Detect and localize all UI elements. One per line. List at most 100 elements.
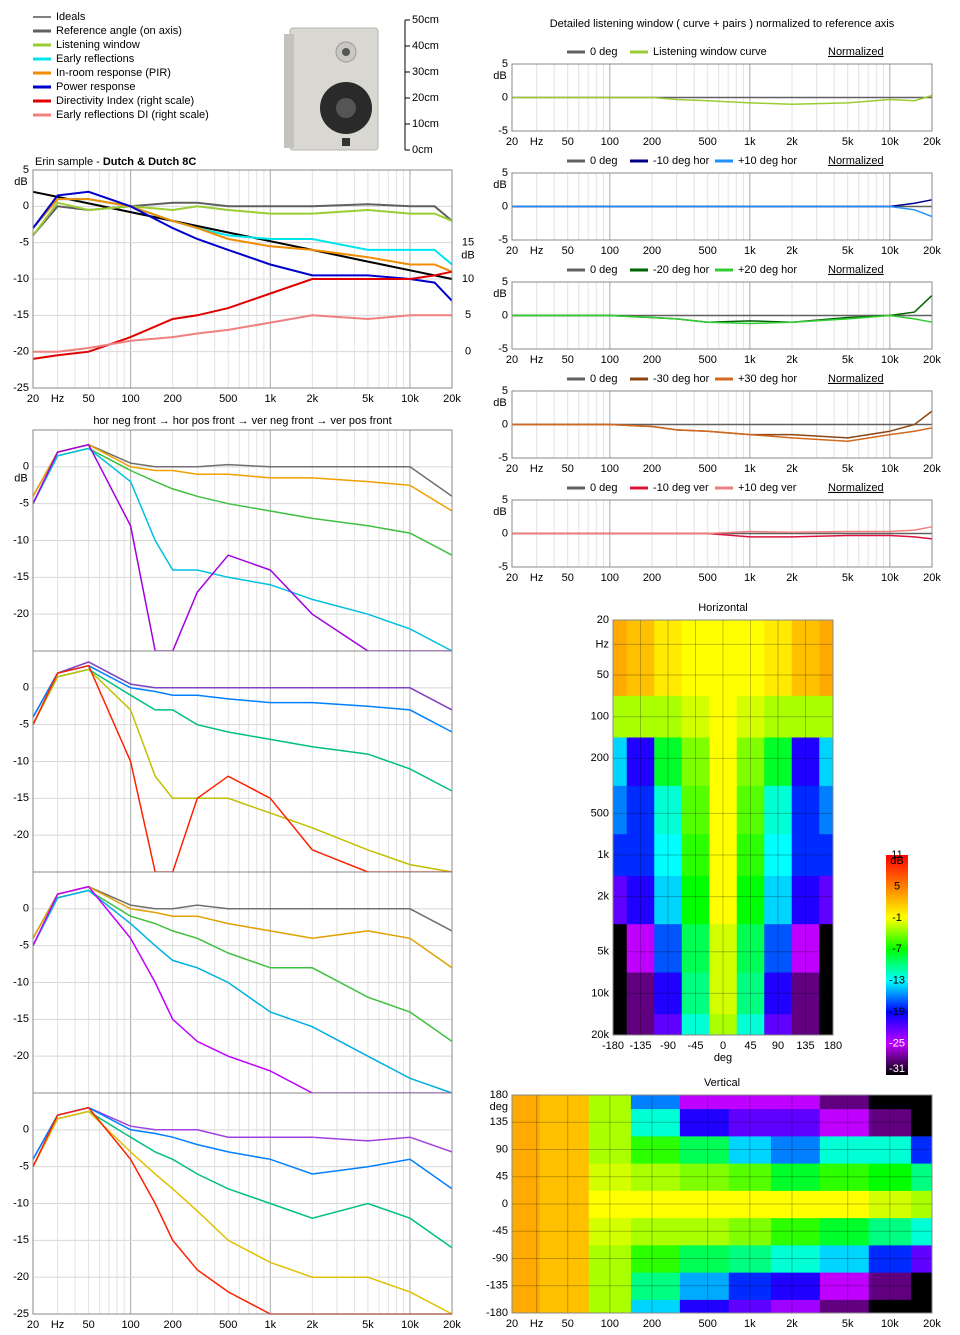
y-tick-label: -5	[19, 498, 29, 510]
legend-label: -20 deg hor	[653, 264, 710, 276]
heat-cell	[613, 620, 628, 649]
plot-border	[511, 390, 933, 459]
heat-cell	[626, 924, 655, 974]
y2-tick-label: 0	[465, 346, 471, 358]
heat-cell	[819, 1272, 870, 1300]
y-tick-label: 5k	[597, 946, 609, 958]
y-tick-label: -5	[498, 234, 508, 246]
heat-cell	[679, 1135, 730, 1164]
heat-cell	[736, 834, 765, 877]
series-line	[32, 201, 453, 237]
y-tick-label: 0	[23, 903, 29, 915]
legend-label: +10 deg ver	[738, 482, 797, 494]
heat-cell	[770, 1299, 821, 1314]
x-tick-label: 5k	[842, 572, 854, 584]
heat-cell	[512, 1217, 541, 1246]
x-tick-label: 50	[562, 245, 574, 257]
x-tick-label: 200	[643, 463, 661, 475]
heat-cell	[709, 785, 738, 835]
x-tick-label: 1k	[744, 354, 756, 366]
heat-cell	[613, 737, 628, 787]
x-tick-label: 100	[601, 354, 619, 366]
heat-cell	[681, 1014, 710, 1036]
heat-cell	[770, 1108, 821, 1137]
heat-cell	[910, 1299, 933, 1314]
y-tick-label: 100	[591, 711, 609, 723]
legend-label: Directivity Index (right scale)	[56, 95, 194, 107]
y2-tick-label: 5	[465, 309, 471, 321]
series-line	[512, 314, 933, 325]
y-tick-label: -10	[13, 976, 29, 988]
heat-cell	[512, 1108, 541, 1137]
legend-label: 0 deg	[590, 264, 618, 276]
heat-cell	[770, 1244, 821, 1273]
heat-cell	[512, 1095, 541, 1110]
heat-cell	[626, 620, 655, 649]
heat-cell	[613, 834, 628, 877]
y-tick-label: 0	[23, 461, 29, 473]
heat-cell	[539, 1244, 590, 1273]
x-tick-label: 20	[27, 393, 39, 405]
x-tick-label: 20	[27, 1319, 39, 1331]
y-tick-label: 20	[597, 614, 609, 626]
heat-cell	[709, 834, 738, 877]
x-tick-label: 5k	[362, 393, 374, 405]
heat-cell	[654, 1014, 683, 1036]
x-tick-label: 1k	[744, 572, 756, 584]
series-line	[512, 526, 933, 535]
x-tick-label: 100	[601, 572, 619, 584]
heat-cell	[770, 1190, 821, 1219]
y-axis-label: dB	[14, 176, 27, 188]
heat-cell	[626, 737, 655, 787]
x-tick-label: 500	[699, 136, 717, 148]
title-source: Erin sample -	[35, 156, 100, 168]
x-tick-label: 10k	[881, 245, 899, 257]
x-tick-label: 180	[824, 1040, 842, 1052]
series-line	[32, 889, 453, 1094]
x-tick-label: 2k	[786, 463, 798, 475]
heat-cell	[588, 1135, 632, 1164]
x-tick-label: 1k	[744, 1318, 756, 1330]
heat-cell	[819, 1299, 870, 1314]
x-tick-label: 20	[506, 245, 518, 257]
chart-title: Horizontal	[698, 602, 748, 614]
x-tick-label: Hz	[51, 393, 64, 405]
heat-cell	[588, 1244, 632, 1273]
y-tick-label: 0	[502, 527, 508, 539]
y-axis-label: dB	[493, 288, 506, 300]
heat-cell	[736, 620, 765, 649]
heat-cell	[654, 620, 683, 649]
heat-cell	[791, 647, 820, 697]
colorbar-tick-label: -1	[892, 912, 902, 924]
heat-cell	[910, 1135, 933, 1164]
series-line	[512, 94, 933, 105]
heat-cell	[819, 1217, 870, 1246]
heat-cell	[626, 972, 655, 1015]
heat-cell	[868, 1108, 912, 1137]
heat-cell	[539, 1190, 590, 1219]
heat-cell	[791, 834, 820, 877]
heat-cell	[630, 1244, 681, 1273]
heat-cell	[868, 1095, 912, 1110]
y-tick-label: -90	[492, 1252, 508, 1264]
series-line	[32, 447, 453, 652]
heat-cell	[764, 737, 793, 787]
chart-title: Erin sample - Dutch & Dutch 8C	[35, 156, 196, 168]
heat-cell	[764, 1014, 793, 1036]
heat-cell	[681, 834, 710, 877]
x-tick-label: 500	[699, 245, 717, 257]
x-tick-label: 10k	[881, 1318, 899, 1330]
heat-cell	[770, 1095, 821, 1110]
legend-label: 0 deg	[590, 482, 618, 494]
heat-cell	[736, 924, 765, 974]
chart-title: Vertical	[704, 1077, 740, 1089]
heat-cell	[679, 1244, 730, 1273]
heat-cell	[630, 1272, 681, 1300]
plot-border	[511, 1094, 933, 1314]
x-tick-label: 50	[562, 1318, 574, 1330]
x-tick-label: 500	[699, 1318, 717, 1330]
heat-cell	[681, 785, 710, 835]
heat-cell	[626, 785, 655, 835]
ruler-label: 10cm	[412, 118, 439, 130]
